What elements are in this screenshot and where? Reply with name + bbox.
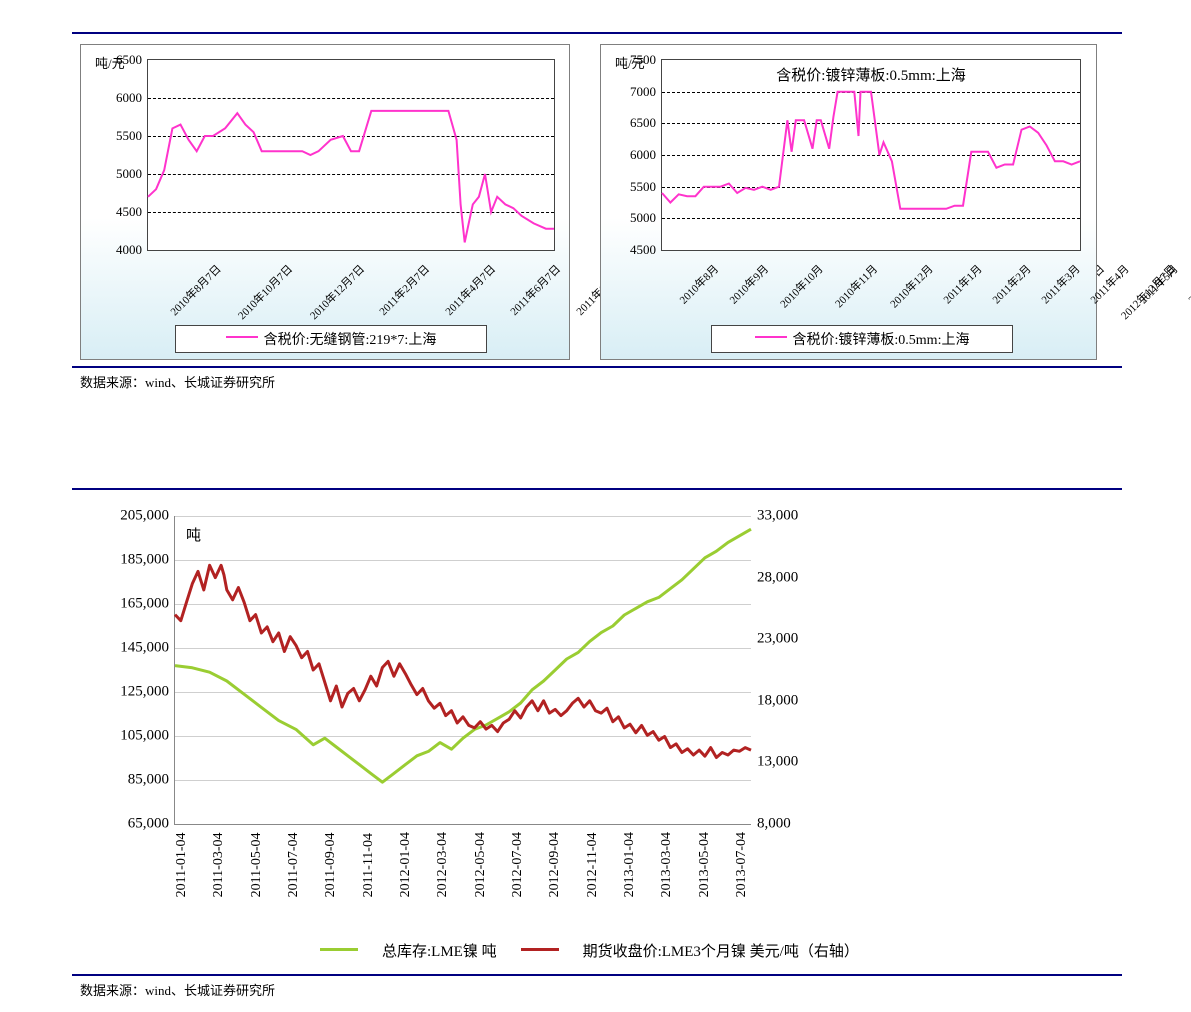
plot-area: 含税价:镀锌薄板:0.5mm:上海45005000550060006500700… <box>661 59 1081 251</box>
x-tick-label: 2013-05-04 <box>697 832 713 897</box>
legend: 含税价:镀锌薄板:0.5mm:上海 <box>711 325 1013 353</box>
x-tick-label: 2010年12月 <box>886 261 936 311</box>
legend-swatch <box>320 948 358 951</box>
chart-legend: 总库存:LME镍 吨 期货收盘价:LME3个月镍 美元/吨（右轴） <box>320 940 859 961</box>
y-tick-label: 4500 <box>630 242 656 258</box>
x-tick-label: 2011-01-04 <box>174 832 190 897</box>
y-tick-label-left: 165,000 <box>120 596 169 613</box>
x-tick-label: 2010年11月 <box>831 261 881 311</box>
x-tick-label: 2010年8月 <box>675 261 721 307</box>
legend: 含税价:无缝钢管:219*7:上海 <box>175 325 487 353</box>
y-tick-label-left: 125,000 <box>120 684 169 701</box>
data-line <box>662 92 1080 209</box>
x-tick-label: 2011年6月 <box>1184 261 1191 307</box>
bottom-plot-area: 65,00085,000105,000125,000145,000165,000… <box>174 516 751 825</box>
x-tick-label: 2013-07-04 <box>734 832 750 897</box>
section-divider <box>72 974 1122 976</box>
legend-label: 总库存:LME镍 吨 <box>382 940 497 961</box>
y-tick-label: 4000 <box>116 242 142 258</box>
x-tick-label: 2012-01-04 <box>398 832 414 897</box>
x-tick-label: 2010年12月7日 <box>305 261 367 323</box>
x-tick-label: 2013-01-04 <box>622 832 638 897</box>
legend-label: 期货收盘价:LME3个月镍 美元/吨（右轴） <box>583 940 859 961</box>
x-tick-label: 2012-09-04 <box>547 832 563 897</box>
y-tick-label: 6000 <box>116 90 142 106</box>
y-tick-label-right: 28,000 <box>757 569 798 586</box>
y-tick-label-left: 145,000 <box>120 640 169 657</box>
y-tick-label-left: 85,000 <box>128 772 169 789</box>
right-chart-panel: 吨/元含税价:镀锌薄板:0.5mm:上海45005000550060006500… <box>600 44 1097 360</box>
x-tick-label: 2012-03-04 <box>435 832 451 897</box>
section-divider <box>72 366 1122 368</box>
y-tick-label-right: 18,000 <box>757 692 798 709</box>
y-tick-label: 4500 <box>116 204 142 220</box>
data-line <box>148 111 554 243</box>
legend-swatch <box>521 948 559 951</box>
legend-swatch <box>226 336 258 338</box>
y-tick-label-left: 105,000 <box>120 728 169 745</box>
x-tick-label: 2011-07-04 <box>286 832 302 897</box>
x-tick-label: 2011年3月 <box>1037 261 1083 307</box>
x-axis-labels: 2010年8月2010年9月2010年10月2010年11月2010年12月20… <box>661 261 1079 277</box>
y-tick-label-left: 185,000 <box>120 552 169 569</box>
y-tick-label: 5000 <box>116 166 142 182</box>
x-tick-label: 2013-03-04 <box>659 832 675 897</box>
x-tick-label: 2010年10月7日 <box>234 261 296 323</box>
legend-label: 含税价:镀锌薄板:0.5mm:上海 <box>793 329 970 349</box>
y-tick-label: 5500 <box>116 128 142 144</box>
data-source-note: 数据来源：wind、长城证券研究所 <box>80 980 275 999</box>
y-tick-label: 7500 <box>630 52 656 68</box>
data-source-note: 数据来源：wind、长城证券研究所 <box>80 372 275 391</box>
y-axis-label: 吨 <box>186 524 201 545</box>
x-tick-label: 2011年1月 <box>939 261 985 307</box>
y-tick-label-right: 23,000 <box>757 631 798 648</box>
x-tick-label: 2011年5月 <box>1135 261 1181 307</box>
y-tick-label-right: 13,000 <box>757 754 798 771</box>
plot-area: 400045005000550060006500 <box>147 59 555 251</box>
data-line <box>175 529 751 782</box>
x-tick-label: 2011-09-04 <box>323 832 339 897</box>
x-tick-label: 2011-11-04 <box>361 832 377 897</box>
left-chart-panel: 吨/元4000450050005500600065002010年8月7日2010… <box>80 44 570 360</box>
section-divider <box>72 488 1122 490</box>
y-tick-label-left: 65,000 <box>128 816 169 833</box>
x-axis-labels: 2010年8月7日2010年10月7日2010年12月7日2011年2月7日20… <box>147 261 553 277</box>
x-tick-label: 2010年10月 <box>776 261 826 311</box>
legend-swatch <box>755 336 787 338</box>
y-tick-label: 5000 <box>630 210 656 226</box>
y-tick-label-right: 33,000 <box>757 508 798 525</box>
legend-label: 含税价:无缝钢管:219*7:上海 <box>264 329 437 349</box>
x-tick-label: 2011年4月7日 <box>441 261 499 319</box>
x-tick-label: 2010年9月 <box>725 261 771 307</box>
x-axis-labels: 2011-01-04 2011-03-04 2011-05-04 2011-07-04… <box>174 832 750 897</box>
x-tick-label: 2011-05-04 <box>249 832 265 897</box>
y-tick-label: 7000 <box>630 84 656 100</box>
x-tick-label: 2011年2月7日 <box>375 261 433 319</box>
y-tick-label: 5500 <box>630 179 656 195</box>
y-tick-label: 6500 <box>116 52 142 68</box>
x-tick-label: 2011-03-04 <box>211 832 227 897</box>
x-tick-label: 2012-11-04 <box>585 832 601 897</box>
x-tick-label: 2010年8月7日 <box>166 261 224 319</box>
x-tick-label: 2011年2月 <box>988 261 1034 307</box>
x-tick-label: 2011年4月 <box>1086 261 1132 307</box>
x-tick-label: 2011年6月7日 <box>506 261 564 319</box>
y-tick-label-left: 205,000 <box>120 508 169 525</box>
x-tick-label: 2012-05-04 <box>473 832 489 897</box>
y-tick-label-right: 8,000 <box>757 816 791 833</box>
section-divider <box>72 32 1122 34</box>
y-tick-label: 6000 <box>630 147 656 163</box>
x-tick-label: 2012-07-04 <box>510 832 526 897</box>
page-stage: 吨/元4000450050005500600065002010年8月7日2010… <box>0 0 1191 1012</box>
y-tick-label: 6500 <box>630 115 656 131</box>
